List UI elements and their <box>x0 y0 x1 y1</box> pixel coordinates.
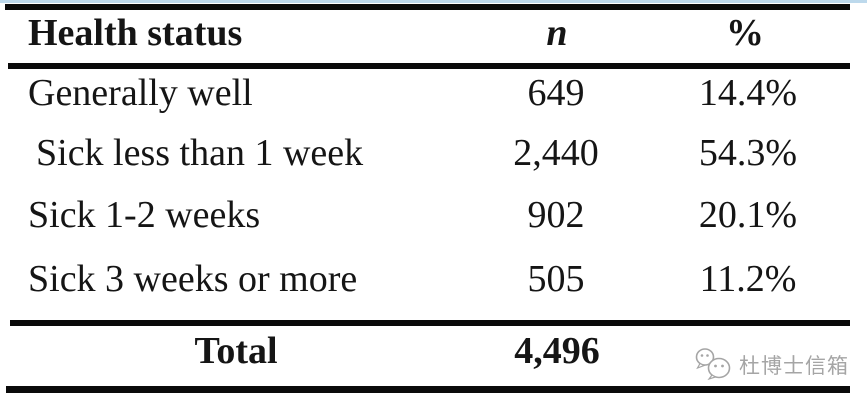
row-pct-sick-1-2-weeks: 20.1% <box>698 194 798 236</box>
header-separator-border <box>8 63 850 69</box>
row-n-sick-3-weeks-or-more: 505 <box>527 258 585 300</box>
total-label: Total <box>194 330 278 372</box>
watermark: 杜博士信箱 <box>694 346 849 387</box>
table-bottom-border <box>6 386 850 393</box>
row-pct-generally-well: 14.4% <box>698 72 798 114</box>
row-label-sick-less-than-1-week: Sick less than 1 week <box>36 132 364 174</box>
row-label-sick-3-weeks-or-more: Sick 3 weeks or more <box>28 258 358 300</box>
row-label-generally-well: Generally well <box>28 72 253 114</box>
row-pct-sick-less-than-1-week: 54.3% <box>698 132 798 174</box>
row-n-generally-well: 649 <box>527 72 585 114</box>
top-edge-strip <box>0 0 867 3</box>
watermark-text: 杜博士信箱 <box>739 354 849 378</box>
row-n-sick-1-2-weeks: 902 <box>527 194 585 236</box>
total-n-value: 4,496 <box>514 330 600 372</box>
row-label-sick-1-2-weeks: Sick 1-2 weeks <box>28 194 261 236</box>
column-header-n: n <box>546 12 568 54</box>
column-header-percent: % <box>726 12 764 54</box>
table-top-border <box>5 4 850 10</box>
wechat-icon <box>694 346 732 387</box>
row-n-sick-less-than-1-week: 2,440 <box>513 132 599 174</box>
row-pct-sick-3-weeks-or-more: 11.2% <box>699 258 797 300</box>
column-header-health-status: Health status <box>28 12 243 54</box>
total-separator-border <box>10 320 850 326</box>
